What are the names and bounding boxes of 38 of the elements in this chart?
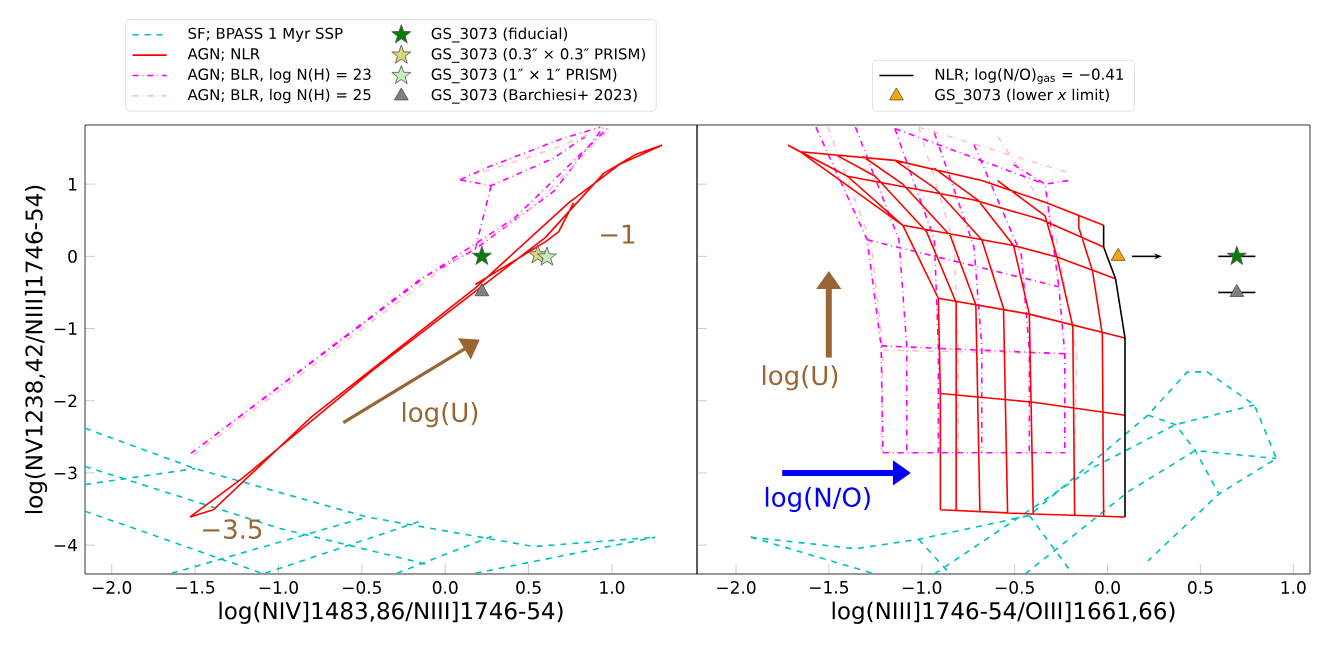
legend-label: GS_3073 (1″ × 1″ PRISM) bbox=[431, 68, 617, 84]
y-tick-label: 0 bbox=[68, 249, 77, 263]
legend-label: GS_3073 (Barchiesi+ 2023) bbox=[431, 88, 637, 104]
y-tick-label: −1 bbox=[54, 322, 77, 335]
legend-label: AGN; BLR, log N(H) = 25 bbox=[187, 88, 371, 104]
y-tick-label: −3 bbox=[54, 466, 77, 480]
x-tick-label: −0.5 bbox=[995, 581, 1034, 594]
x-axis-title: log(NIV]1483,86/NIII]1746-54) bbox=[219, 601, 563, 624]
legend-label: NLR; log(N/O)$_{gas}$ = −0.41 bbox=[935, 68, 1124, 84]
x-tick-label: 0.5 bbox=[1188, 581, 1213, 594]
x-tick-label: 0.0 bbox=[432, 581, 458, 594]
x-tick-label: −1.5 bbox=[810, 581, 849, 594]
x-tick-label: −2.0 bbox=[717, 581, 756, 594]
x-tick-label: 1.0 bbox=[600, 581, 625, 594]
x-tick-label: −1.5 bbox=[176, 581, 215, 594]
x-axis-title: log(NIII]1746-54/OIII]1661,66) bbox=[832, 601, 1175, 624]
legend-label: AGN; BLR, log N(H) = 23 bbox=[187, 68, 371, 83]
annotation: log(U) bbox=[402, 402, 478, 428]
y-tick-label: −4 bbox=[54, 538, 77, 552]
legend-label: SF; BPASS 1 Myr SSP bbox=[188, 27, 343, 42]
y-axis-title: log(NV1238,42/NIII]1746-54) bbox=[24, 185, 48, 514]
annotation: −3.5 bbox=[203, 519, 262, 539]
annotation: log(U) bbox=[762, 365, 838, 391]
x-tick-label: −1.0 bbox=[259, 581, 298, 594]
x-tick-label: −2.0 bbox=[92, 581, 132, 594]
legend-label: GS_3073 (fiducial) bbox=[431, 27, 568, 43]
x-tick-label: 1.0 bbox=[1281, 581, 1306, 594]
legend-label: GS_3073 (0.3″ × 0.3″ PRISM) bbox=[431, 47, 645, 63]
y-tick-label: −2 bbox=[54, 394, 77, 408]
x-tick-label: −0.5 bbox=[342, 581, 381, 594]
annotation: log(N/O) bbox=[765, 486, 870, 513]
x-tick-label: 0.0 bbox=[1095, 581, 1120, 594]
legend-label: GS_3073 (lower x limit) bbox=[935, 88, 1109, 104]
y-tick-label: 1 bbox=[69, 177, 77, 191]
x-tick-label: −1.0 bbox=[902, 581, 942, 594]
x-tick-label: 0.5 bbox=[516, 581, 541, 594]
annotation: −1 bbox=[601, 224, 635, 244]
legend-label: AGN; NLR bbox=[187, 48, 260, 61]
